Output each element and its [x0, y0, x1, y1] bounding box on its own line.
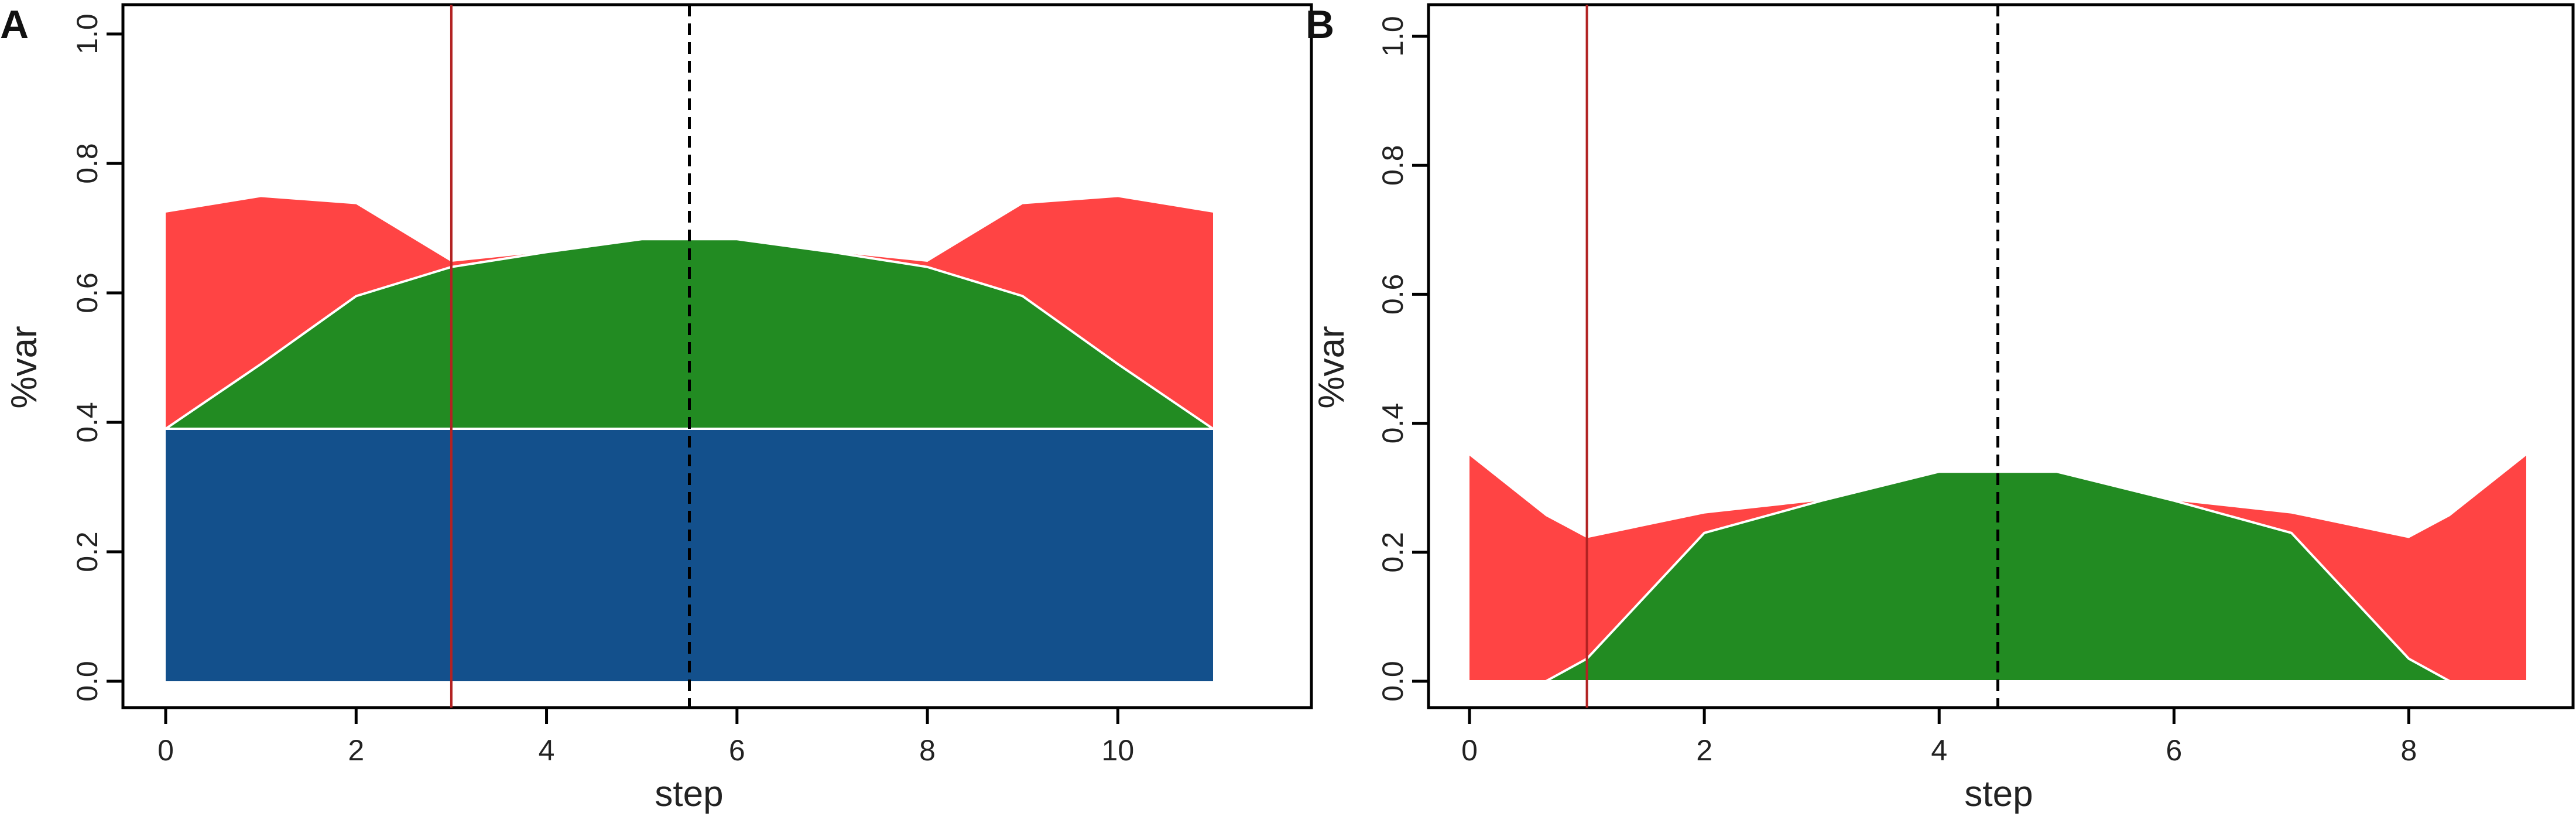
x-tick-label: 2	[1696, 734, 1712, 767]
panel-a-label: A	[0, 2, 29, 47]
area-green-edge	[1469, 470, 2526, 682]
y-tick-label: 0.4	[71, 402, 104, 443]
panel-a-y-axis: 0.0 0.2 0.4 0.6 0.8 1.0	[71, 13, 123, 702]
y-tick-label: 0.6	[71, 272, 104, 313]
panel-b-label: B	[1306, 2, 1334, 47]
panel-b: B 0 2 4 6 8 0.0 0.2 0.4 0.6 0.8 1.0 step %var	[1306, 2, 2575, 814]
x-tick-label: 4	[539, 734, 555, 767]
y-tick-label: 0.2	[1376, 532, 1409, 573]
panel-a-y-axis-label: %var	[4, 326, 44, 408]
x-tick-label: 2	[348, 734, 364, 767]
y-tick-label: 1.0	[1376, 16, 1409, 57]
x-tick-label: 6	[729, 734, 745, 767]
panel-b-x-axis: 0 2 4 6 8	[1461, 708, 2417, 767]
x-tick-label: 0	[157, 734, 174, 767]
panel-a: A 0 2 4 6 8 10 0.0 0.2 0.4 0.6 0.8 1.0 step %var	[0, 2, 1313, 814]
panel-b-y-axis-label: %var	[1311, 326, 1352, 408]
x-tick-label: 8	[2401, 734, 2417, 767]
panel-a-x-axis: 0 2 4 6 8 10	[157, 708, 1134, 767]
panel-b-x-axis-label: step	[1964, 774, 2033, 814]
y-tick-label: 0.2	[71, 531, 104, 572]
y-tick-label: 0.4	[1376, 403, 1409, 444]
y-tick-label: 0.0	[1376, 661, 1409, 702]
panel-b-vlines	[1585, 5, 1999, 708]
x-tick-label: 0	[1461, 734, 1478, 767]
x-tick-label: 6	[2166, 734, 2182, 767]
panel-a-x-axis-label: step	[655, 774, 723, 814]
y-tick-label: 0.8	[1376, 145, 1409, 186]
panel-b-frame	[1427, 3, 2575, 709]
panel-a-vlines	[450, 5, 691, 708]
panel-a-frame	[121, 3, 1313, 709]
y-tick-label: 0.0	[71, 661, 104, 702]
panel-b-y-axis: 0.0 0.2 0.4 0.6 0.8 1.0	[1376, 16, 1429, 702]
x-tick-label: 4	[1931, 734, 1947, 767]
x-tick-label: 10	[1102, 734, 1135, 767]
x-tick-label: 8	[919, 734, 936, 767]
y-tick-label: 0.6	[1376, 274, 1409, 315]
y-tick-label: 1.0	[71, 13, 104, 54]
y-tick-label: 0.8	[71, 143, 104, 184]
